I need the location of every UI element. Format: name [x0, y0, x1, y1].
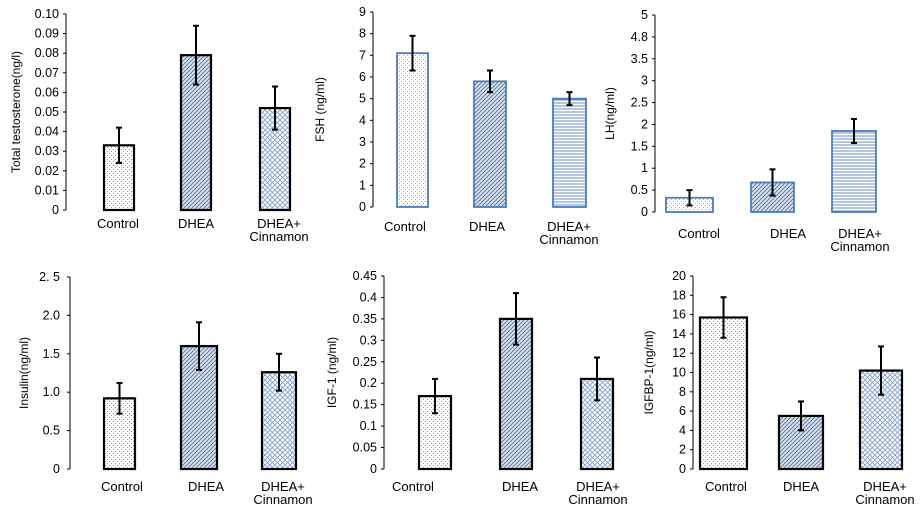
y-tick-label: 0.5	[43, 424, 60, 438]
x-category-label: DHEA+ Cinnamon	[855, 479, 914, 507]
y-tick-label: 0.06	[35, 85, 59, 99]
y-tick-label: 0.09	[35, 27, 59, 41]
y-tick-label: 18	[672, 288, 686, 302]
y-tick-label: 0.05	[353, 441, 377, 455]
y-tick-label: 8	[359, 27, 366, 41]
y-axis-label: IGF-1 (ng/ml)	[325, 337, 339, 408]
x-category-label: DHEA	[178, 216, 214, 231]
bar-dhea-cinnamon	[831, 130, 877, 213]
y-tick-label: 2	[679, 443, 686, 457]
x-category-label: DHEA+ Cinnamon	[253, 479, 312, 507]
x-category-label: Control	[97, 216, 139, 231]
x-category-label: DHEA+ Cinnamon	[249, 216, 308, 244]
x-category-label: DHEA	[783, 479, 819, 494]
x-category-label: Control	[384, 219, 426, 234]
y-tick-label: 0.07	[35, 66, 59, 80]
y-tick-label: 0.08	[35, 46, 59, 60]
y-axis-label: Insulin(ng/ml)	[17, 337, 31, 409]
y-tick-label: 0.5	[631, 183, 648, 197]
y-tick-label: 0.45	[353, 269, 377, 283]
x-category-label: Control	[678, 226, 720, 241]
y-tick-label: 2.5	[631, 96, 648, 110]
y-tick-label: 5	[641, 8, 648, 22]
y-tick-label: 0.1	[360, 419, 377, 433]
y-tick-label: 0.15	[353, 398, 377, 412]
y-tick-label: 0	[370, 462, 377, 476]
y-tick-label: 3	[641, 74, 648, 88]
bar-dhea	[473, 80, 507, 208]
y-tick-label: 2	[359, 157, 366, 171]
x-category-label: DHEA	[188, 479, 224, 494]
y-tick-label: 0	[679, 462, 686, 476]
y-tick-label: 14	[672, 327, 686, 341]
y-tick-label: 0.25	[353, 355, 377, 369]
y-axis-label: Total testosterone(ng/l)	[9, 51, 23, 173]
y-tick-label: 16	[672, 308, 686, 322]
y-tick-label: 0.35	[353, 312, 377, 326]
y-tick-label: 6	[359, 70, 366, 84]
x-category-label: DHEA+ Cinnamon	[539, 219, 598, 247]
x-category-label: Control	[705, 479, 747, 494]
y-tick-label: 3.5	[631, 52, 648, 66]
y-tick-label: 12	[672, 346, 686, 360]
y-tick-label: 0.05	[35, 105, 59, 119]
bar-dhea-cinnamon	[552, 97, 587, 208]
y-tick-label: 7	[359, 48, 366, 62]
x-category-label: DHEA	[469, 219, 505, 234]
chart-panel-6: 0 2 4 6 8 10 12 14 16 18 20 IGFBP-1(ng/ml) Control DH…	[642, 269, 915, 507]
y-tick-label: 20	[672, 269, 686, 283]
y-tick-label: 0.3	[360, 333, 377, 347]
y-tick-label: 2.0	[43, 308, 60, 322]
y-tick-label: 0	[641, 205, 648, 219]
y-tick-label: 0.02	[35, 164, 59, 178]
x-category-label: DHEA+ Cinnamon	[830, 226, 889, 254]
y-tick-label: 0.10	[35, 7, 59, 21]
y-axis-label: FSH (ng/ml)	[313, 77, 327, 142]
y-tick-label: 4	[679, 423, 686, 437]
x-category-label: Control	[392, 479, 434, 494]
bar-control	[102, 397, 137, 471]
y-tick-label: 4.8	[631, 30, 648, 44]
x-category-label: DHEA+ Cinnamon	[568, 479, 627, 507]
y-axis-label: LH(ng/ml)	[603, 87, 617, 140]
y-tick-label: 0.04	[35, 125, 59, 139]
y-tick-label: 3	[359, 135, 366, 149]
chart-panel-5: 0 0.05 0.1 0.15 0.2 0.25 0.3 0.35 0.4 0.45 IGF-1 (…	[325, 269, 628, 507]
y-tick-label: 0.03	[35, 144, 59, 158]
y-tick-label: 4	[359, 113, 366, 127]
y-tick-label: 1	[641, 161, 648, 175]
chart-panel-1: 0 0.01 0.02 0.03 0.04 0.05 0.06 0.07 0.08 0.09 0.1…	[9, 7, 309, 244]
y-tick-label: 6	[679, 404, 686, 418]
y-tick-label: 0	[53, 462, 60, 476]
chart-panel-4: 0 0.5 1.0 1.5 2.0 2. 5 Insulin(ng/ml) Control DH…	[17, 270, 313, 507]
y-axis-label: IGFBP-1(ng/ml)	[642, 330, 656, 414]
y-tick-label: 1	[359, 178, 366, 192]
y-tick-label: 0.01	[35, 183, 59, 197]
y-tick-label: 8	[679, 385, 686, 399]
bar-control	[396, 52, 429, 208]
x-category-label: Control	[101, 479, 143, 494]
y-tick-label: 1.5	[631, 139, 648, 153]
y-tick-label: 2	[641, 117, 648, 131]
chart-panel-2: 0 1 2 3 4 5 6 7 8 9 FSH (ng/ml) Control DHEA DHEA+ Cin…	[313, 5, 599, 247]
y-tick-label: 9	[359, 5, 366, 19]
y-tick-label: 1.0	[43, 385, 60, 399]
y-tick-label: 10	[672, 366, 686, 380]
bar-dhea-cinnamon	[579, 377, 615, 471]
y-tick-label: 0.2	[360, 376, 377, 390]
y-tick-label: 1.5	[43, 347, 60, 361]
y-tick-label: 0	[359, 200, 366, 214]
y-tick-label: 5	[359, 92, 366, 106]
chart-panel-3: 0 0.5 1 1.5 2 2.5 3 3.5 4.8 5 LH(ng/ml) Control DHEA…	[603, 8, 890, 254]
y-tick-label: 0.4	[360, 290, 377, 304]
y-tick-label: 2. 5	[39, 270, 60, 284]
x-category-label: DHEA	[770, 226, 806, 241]
x-category-label: DHEA	[502, 479, 538, 494]
bar-control	[698, 316, 749, 471]
y-tick-label: 0	[52, 203, 59, 217]
